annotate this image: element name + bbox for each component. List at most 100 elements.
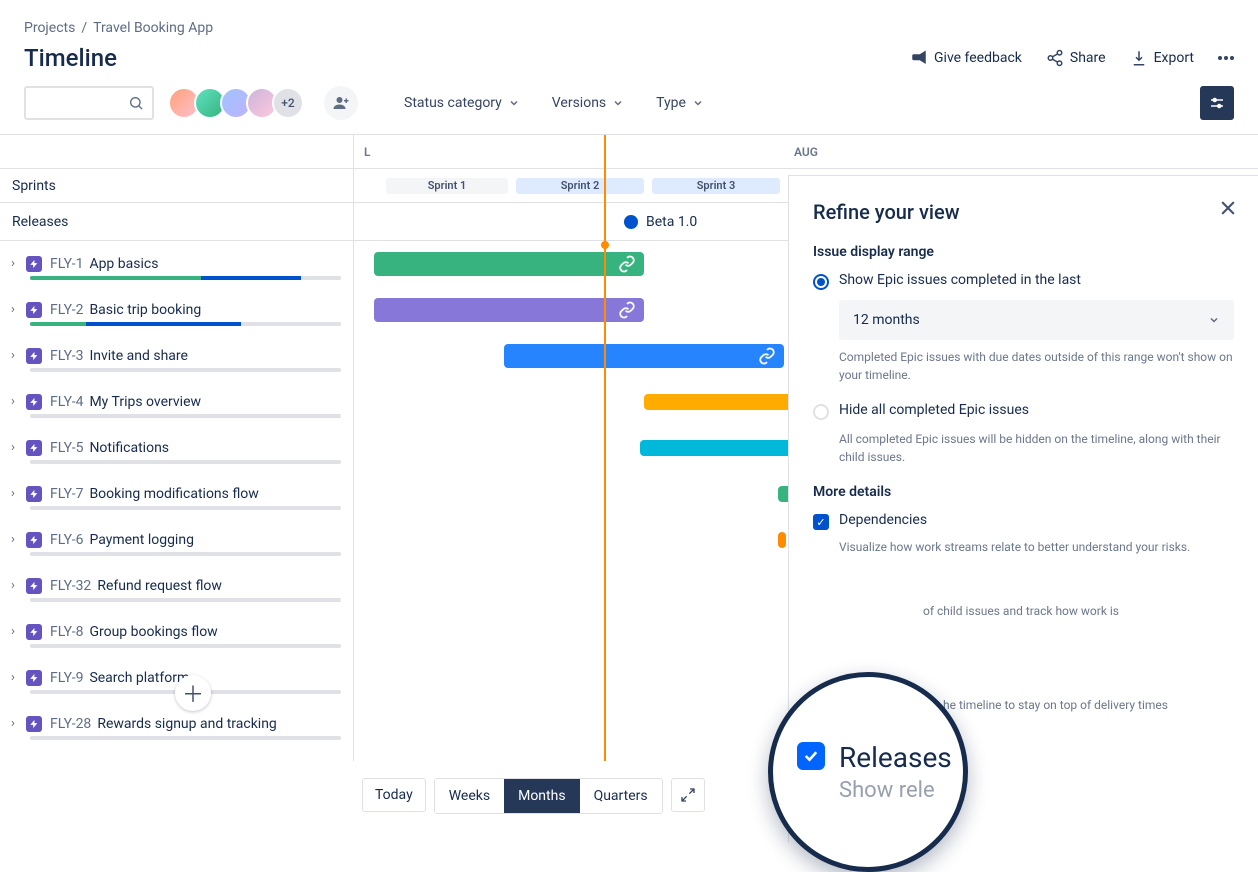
epic-row[interactable]: › FLY-8 Group bookings flow (0, 609, 353, 655)
range-select[interactable]: 12 months (839, 300, 1234, 340)
panel-section-details: More details (813, 484, 1234, 500)
checkbox-dependencies[interactable]: ✓ (813, 514, 829, 530)
today-button[interactable]: Today (362, 778, 426, 812)
page-title: Timeline (24, 44, 117, 72)
epic-key[interactable]: FLY-8 (50, 624, 83, 640)
versions-filter[interactable]: Versions (552, 95, 624, 111)
epic-key[interactable]: FLY-28 (50, 716, 91, 732)
epic-icon (26, 578, 42, 594)
epic-row[interactable]: › FLY-7 Booking modifications flow (0, 471, 353, 517)
type-filter[interactable]: Type (656, 95, 704, 111)
checkbox-dependencies-label: Dependencies (839, 512, 927, 528)
epic-title[interactable]: Invite and share (89, 348, 188, 364)
release-label[interactable]: Beta 1.0 (646, 214, 697, 230)
panel-section-range: Issue display range (813, 244, 1234, 260)
months-button[interactable]: Months (504, 779, 579, 813)
epic-row[interactable]: › FLY-6 Payment logging (0, 517, 353, 563)
epic-title[interactable]: Payment logging (89, 532, 194, 548)
breadcrumb-project[interactable]: Travel Booking App (93, 20, 213, 36)
epic-key[interactable]: FLY-6 (50, 532, 83, 548)
chevron-right-icon[interactable]: › (6, 578, 20, 593)
month-header: L AUG (354, 135, 1258, 169)
chevron-down-icon (612, 97, 624, 109)
share-button[interactable]: Share (1046, 49, 1106, 67)
epic-title[interactable]: Refund request flow (97, 578, 222, 594)
epic-key[interactable]: FLY-5 (50, 440, 83, 456)
view-settings-button[interactable] (1200, 86, 1234, 120)
epic-key[interactable]: FLY-9 (50, 670, 83, 686)
sprint-bar[interactable]: Sprint 1 (386, 178, 508, 194)
chevron-right-icon[interactable]: › (6, 302, 20, 317)
chevron-right-icon[interactable]: › (6, 532, 20, 547)
chevron-right-icon[interactable]: › (6, 440, 20, 455)
epic-progress (30, 414, 341, 418)
epic-bar[interactable] (374, 252, 644, 276)
releases-hint: he timeline to stay on top of delivery t… (943, 696, 1234, 714)
epic-row[interactable]: › FLY-28 Rewards signup and tracking (0, 701, 353, 747)
epic-icon (26, 302, 42, 318)
epic-bar[interactable] (778, 532, 786, 548)
radio-hide-completed[interactable] (813, 404, 829, 420)
chevron-right-icon[interactable]: › (6, 394, 20, 409)
epic-row[interactable]: › FLY-32 Refund request flow (0, 563, 353, 609)
search-input[interactable] (24, 86, 154, 120)
add-people-button[interactable] (324, 86, 358, 120)
breadcrumb-projects[interactable]: Projects (24, 20, 75, 36)
add-epic-button[interactable]: ＋ (175, 675, 211, 711)
epic-bar[interactable] (504, 344, 784, 368)
radio-show-completed-label: Show Epic issues completed in the last (839, 272, 1081, 288)
epic-title[interactable]: My Trips overview (89, 394, 201, 410)
epic-icon (26, 256, 42, 272)
progress-hint: of child issues and track how work is (923, 602, 1234, 620)
breadcrumbs: Projects / Travel Booking App (24, 20, 1234, 36)
checkbox-releases-magnified[interactable] (797, 742, 825, 770)
close-button[interactable] (1218, 198, 1238, 223)
sprint-bar[interactable]: Sprint 3 (652, 178, 780, 194)
give-feedback-button[interactable]: Give feedback (910, 49, 1022, 67)
export-button[interactable]: Export (1130, 49, 1194, 67)
epic-row[interactable]: › FLY-2 Basic trip booking (0, 287, 353, 333)
epic-title[interactable]: Booking modifications flow (89, 486, 258, 502)
epic-row[interactable]: › FLY-4 My Trips overview (0, 379, 353, 425)
epic-progress (30, 598, 341, 602)
chevron-right-icon[interactable]: › (6, 716, 20, 731)
epic-icon (26, 670, 42, 686)
chevron-right-icon[interactable]: › (6, 348, 20, 363)
epic-key[interactable]: FLY-2 (50, 302, 83, 318)
more-button[interactable] (1218, 56, 1234, 60)
epic-row[interactable]: › FLY-1 App basics (0, 241, 353, 287)
epic-title[interactable]: Basic trip booking (89, 302, 201, 318)
epic-key[interactable]: FLY-3 (50, 348, 83, 364)
avatar-overflow[interactable]: +2 (272, 87, 304, 119)
dependencies-hint: Visualize how work streams relate to bet… (839, 538, 1234, 556)
sprint-bar[interactable]: Sprint 2 (516, 178, 644, 194)
expand-icon (680, 787, 696, 803)
epic-title[interactable]: Search platform (89, 670, 189, 686)
chevron-right-icon[interactable]: › (6, 670, 20, 685)
quarters-button[interactable]: Quarters (580, 779, 662, 813)
epic-key[interactable]: FLY-7 (50, 486, 83, 502)
chevron-right-icon[interactable]: › (6, 624, 20, 639)
epic-bar[interactable] (374, 298, 644, 322)
chevron-right-icon[interactable]: › (6, 486, 20, 501)
epic-row[interactable]: › FLY-3 Invite and share (0, 333, 353, 379)
expand-button[interactable] (671, 778, 705, 812)
epic-title[interactable]: Notifications (89, 440, 169, 456)
chevron-right-icon[interactable]: › (6, 256, 20, 271)
release-dot-icon[interactable] (624, 215, 638, 229)
epic-title[interactable]: Rewards signup and tracking (97, 716, 276, 732)
epic-key[interactable]: FLY-32 (50, 578, 91, 594)
radio-show-completed[interactable] (813, 274, 829, 290)
epic-title[interactable]: App basics (89, 256, 158, 272)
epic-icon (26, 716, 42, 732)
epic-row[interactable]: › FLY-5 Notifications (0, 425, 353, 471)
epic-key[interactable]: FLY-1 (50, 256, 83, 272)
epic-bar[interactable] (640, 440, 800, 456)
epic-title[interactable]: Group bookings flow (89, 624, 217, 640)
weeks-button[interactable]: Weeks (435, 779, 504, 813)
avatar-group: +2 (168, 87, 304, 119)
epic-bar[interactable] (644, 394, 804, 410)
epic-key[interactable]: FLY-4 (50, 394, 83, 410)
status-filter[interactable]: Status category (404, 95, 520, 111)
chevron-down-icon (508, 97, 520, 109)
